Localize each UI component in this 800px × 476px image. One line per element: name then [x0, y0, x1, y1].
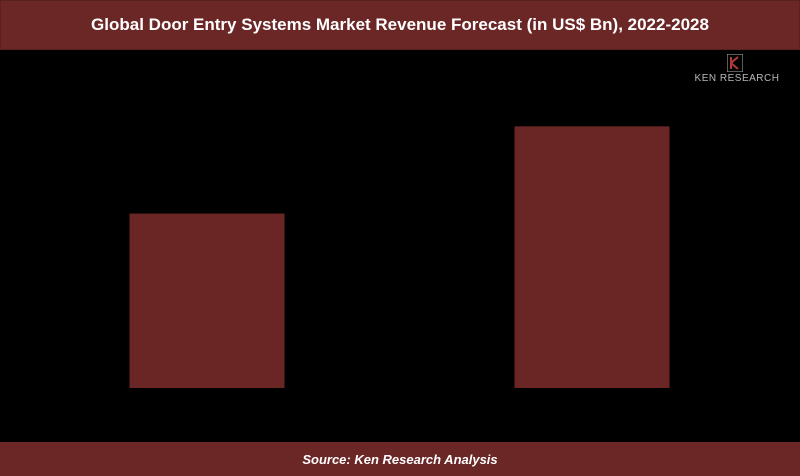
ken-research-logo: KEN RESEARCH	[682, 52, 792, 88]
source-note: Source: Ken Research Analysis	[0, 442, 800, 476]
logo-text: KEN RESEARCH	[694, 73, 780, 84]
chart-title: Global Door Entry Systems Market Revenue…	[0, 0, 800, 50]
plot-area	[0, 50, 800, 442]
ken-research-logo-icon	[727, 54, 743, 72]
bar-chart	[129, 126, 670, 388]
bar-2	[514, 126, 670, 388]
bar-1	[129, 213, 285, 388]
